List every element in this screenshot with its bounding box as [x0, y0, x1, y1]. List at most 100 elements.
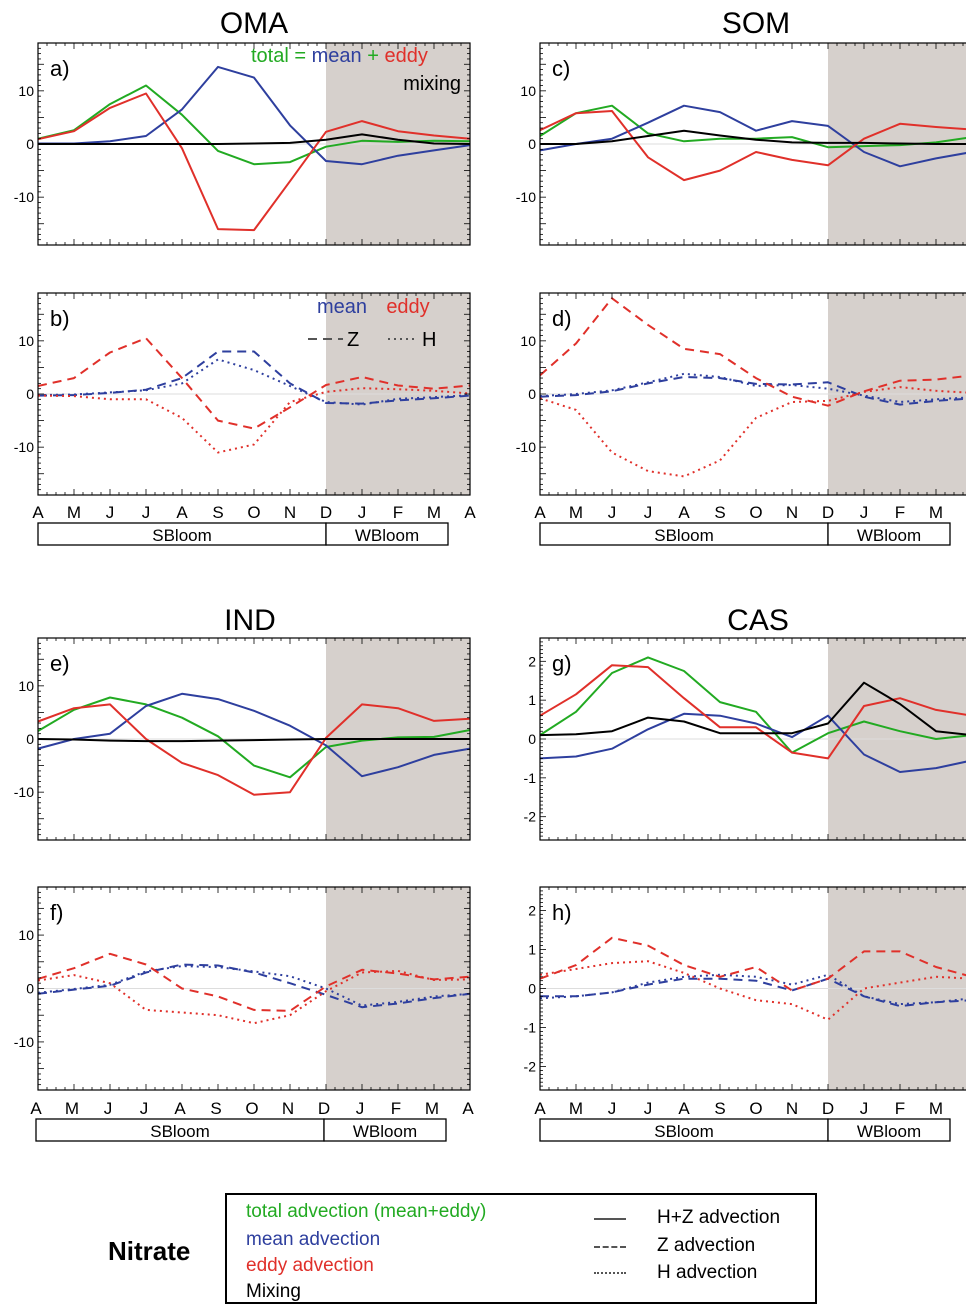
winter-bloom-bar: [827, 1118, 951, 1142]
y-tick-label: 0: [528, 731, 536, 747]
series-eddy-solid: [539, 664, 966, 760]
region-title: SOM: [722, 7, 790, 40]
month-label: A: [462, 1099, 474, 1118]
month-label: M: [65, 1099, 79, 1118]
y-tick-label: -2: [524, 809, 537, 825]
month-label: O: [749, 1099, 762, 1118]
winter-bloom-bar: [325, 522, 449, 546]
y-tick-label: 1: [528, 941, 536, 957]
legend-z: Z advection: [657, 1235, 756, 1256]
series-eddy-dash: [37, 952, 471, 1012]
month-label: A: [32, 503, 44, 522]
month-label: M: [425, 1099, 439, 1118]
series-mixing-solid: [540, 129, 966, 145]
month-label: J: [644, 1099, 653, 1118]
series-mean-dot: [539, 973, 966, 1006]
series-total-solid: [37, 84, 471, 166]
month-label: N: [786, 503, 798, 522]
panel-ind_comp: -10 0 10 f): [14, 886, 471, 1091]
series-eddy-solid: [37, 703, 471, 796]
panel-label: f): [50, 900, 63, 925]
month-label: J: [358, 503, 367, 522]
month-axis-0: A M J J A S O N D J F M A SBloom WBloom: [32, 503, 476, 546]
month-label: S: [210, 1099, 221, 1118]
month-label: J: [644, 503, 653, 522]
series-mean-solid: [539, 104, 966, 168]
month-label: J: [860, 1099, 869, 1118]
series-mean-dot: [37, 965, 471, 1007]
summer-bloom-label: SBloom: [150, 1122, 210, 1141]
month-label: A: [534, 503, 546, 522]
month-label: A: [534, 1099, 546, 1118]
legend-box: [225, 1193, 817, 1304]
month-label: M: [427, 503, 441, 522]
panel-label: d): [552, 306, 572, 331]
y-tick-label: -10: [516, 189, 536, 205]
y-tick-label: 10: [18, 678, 34, 694]
legend-dot-line: [594, 1272, 626, 1274]
series-eddy-dot: [37, 387, 471, 454]
y-tick-label: 0: [528, 386, 536, 402]
panel-label: g): [552, 651, 572, 676]
y-tick-label: 10: [18, 333, 34, 349]
month-label: O: [247, 503, 260, 522]
winter-bloom-label: WBloom: [857, 526, 921, 545]
panel-som_total: -10 0 10 c): [516, 42, 966, 246]
panel-oma_comp: -10 0 10 b) mean eddy Z H: [14, 292, 471, 496]
series-mean-dot: [37, 358, 471, 406]
region-title: IND: [224, 604, 276, 637]
month-label: J: [608, 1099, 617, 1118]
month-label: F: [895, 1099, 905, 1118]
month-label: O: [749, 503, 762, 522]
region-title: CAS: [727, 604, 789, 637]
month-label: M: [929, 503, 943, 522]
region-title: OMA: [220, 7, 288, 40]
month-label: M: [569, 503, 583, 522]
month-label: N: [282, 1099, 294, 1118]
y-tick-label: 1: [528, 692, 536, 708]
y-tick-label: 0: [528, 981, 536, 997]
legend-title: Nitrate: [108, 1236, 191, 1266]
y-tick-label: 0: [26, 136, 34, 152]
winter-bloom-label: WBloom: [355, 526, 419, 545]
month-label: J: [356, 1099, 365, 1118]
y-tick-label: 2: [528, 902, 536, 918]
month-label: S: [212, 503, 223, 522]
month-label: M: [67, 503, 81, 522]
month-label: M: [929, 1099, 943, 1118]
series-mean-solid: [38, 65, 471, 166]
panel-som_comp: -10 0 10 d): [516, 292, 966, 496]
month-label: D: [822, 503, 834, 522]
y-tick-label: 10: [18, 927, 34, 943]
month-label: J: [860, 503, 869, 522]
series-eddy-dash: [37, 337, 471, 430]
series-total-solid: [539, 656, 966, 754]
series-eddy-dot: [539, 386, 966, 478]
month-label: A: [678, 503, 690, 522]
month-label: A: [678, 1099, 690, 1118]
panel-label: a): [50, 56, 70, 81]
y-tick-label: -10: [14, 784, 34, 800]
series-mean-solid: [37, 692, 471, 778]
panel-cas_comp: -2 -1 0 1 2 h): [524, 886, 966, 1091]
panel-label: h): [552, 900, 572, 925]
month-label: J: [106, 503, 115, 522]
panel-oma_total: -10 0 10 a) total = mean + eddy mixing: [14, 42, 471, 246]
header-eddy: eddy: [386, 296, 429, 318]
y-tick-label: -1: [524, 770, 537, 786]
legend-hz: H+Z advection: [657, 1207, 781, 1228]
y-tick-label: -10: [516, 439, 536, 455]
month-label: D: [822, 1099, 834, 1118]
month-label: S: [714, 1099, 725, 1118]
y-tick-label: 0: [528, 136, 536, 152]
legend-mixing: Mixing: [246, 1281, 301, 1302]
header-z: Z: [347, 329, 359, 351]
series-mixing-solid: [37, 738, 470, 743]
legend-solid-line: [594, 1218, 626, 1220]
winter-bloom-bar: [323, 1118, 447, 1142]
series-mean-dash: [540, 977, 966, 1008]
series-mixing-solid: [539, 681, 966, 737]
legend-mean: mean advection: [246, 1229, 381, 1250]
